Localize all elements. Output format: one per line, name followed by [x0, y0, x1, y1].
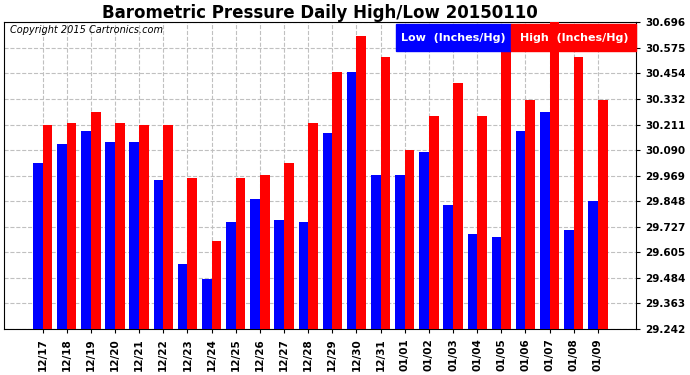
Bar	[468, 234, 477, 329]
Bar	[260, 176, 270, 329]
Bar	[202, 279, 212, 329]
Bar	[516, 131, 526, 329]
Bar	[405, 150, 415, 329]
Bar	[381, 57, 391, 329]
Bar	[212, 241, 221, 329]
Bar	[526, 99, 535, 329]
Bar	[130, 142, 139, 329]
Bar	[357, 36, 366, 329]
Bar	[323, 133, 333, 329]
FancyBboxPatch shape	[511, 24, 636, 51]
Title: Barometric Pressure Daily High/Low 20150110: Barometric Pressure Daily High/Low 20150…	[102, 4, 538, 22]
Bar	[106, 142, 115, 329]
Bar	[502, 47, 511, 329]
Bar	[429, 116, 439, 329]
Bar	[33, 163, 43, 329]
Bar	[250, 199, 260, 329]
Bar	[347, 72, 357, 329]
Bar	[453, 82, 463, 329]
Text: High  (Inches/Hg): High (Inches/Hg)	[520, 33, 628, 43]
Bar	[43, 125, 52, 329]
Bar	[226, 222, 236, 329]
Bar	[492, 237, 502, 329]
Bar	[188, 177, 197, 329]
Bar	[574, 57, 584, 329]
Bar	[550, 21, 560, 329]
FancyBboxPatch shape	[396, 24, 511, 51]
Bar	[178, 264, 188, 329]
Bar	[420, 152, 429, 329]
Bar	[115, 123, 125, 329]
Bar	[299, 222, 308, 329]
Bar	[57, 144, 67, 329]
Bar	[164, 125, 173, 329]
Bar	[308, 123, 318, 329]
Bar	[81, 131, 91, 329]
Bar	[371, 176, 381, 329]
Bar	[333, 72, 342, 329]
Bar	[395, 176, 405, 329]
Bar	[598, 99, 608, 329]
Bar	[67, 123, 77, 329]
Bar	[275, 220, 284, 329]
Bar	[284, 163, 294, 329]
Bar	[564, 230, 574, 329]
Bar	[540, 112, 550, 329]
Bar	[154, 180, 164, 329]
Bar	[236, 177, 246, 329]
Bar	[589, 201, 598, 329]
Bar	[91, 112, 101, 329]
Bar	[139, 125, 149, 329]
Bar	[477, 116, 487, 329]
Text: Low  (Inches/Hg): Low (Inches/Hg)	[402, 33, 506, 43]
Bar	[444, 205, 453, 329]
Text: Copyright 2015 Cartronics.com: Copyright 2015 Cartronics.com	[10, 26, 164, 35]
